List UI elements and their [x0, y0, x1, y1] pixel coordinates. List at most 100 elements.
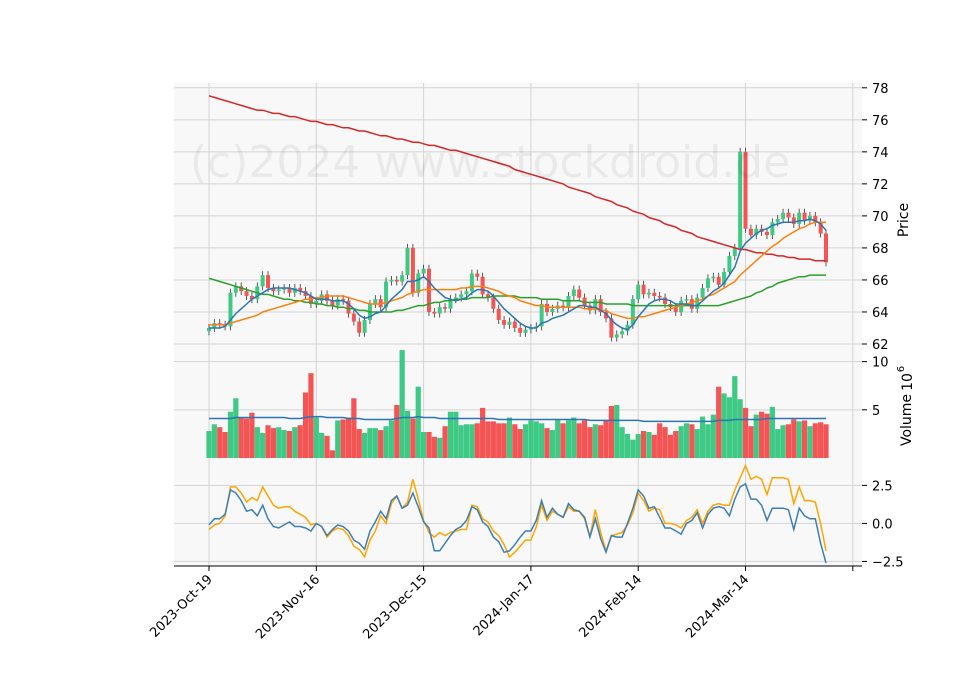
- volume-bar: [522, 424, 529, 458]
- volume-bar: [689, 424, 695, 458]
- candle-up: [260, 275, 265, 287]
- candle-up: [625, 324, 630, 332]
- volume-bar: [388, 420, 395, 458]
- candle-down: [298, 287, 303, 292]
- volume-bar: [657, 423, 663, 458]
- volume-unit-base: 10: [900, 373, 916, 391]
- candle-down: [443, 307, 448, 309]
- candle-down: [325, 294, 330, 301]
- volume-bar: [710, 414, 716, 458]
- volume-bar: [490, 421, 496, 458]
- candle-down: [561, 305, 566, 308]
- volume-bar: [640, 431, 647, 458]
- candle-up: [614, 334, 619, 338]
- x-tick-label: 2023-Nov-16: [253, 572, 323, 642]
- oscillator-ytick-label: 0.0: [872, 517, 893, 532]
- volume-bar: [276, 427, 282, 458]
- volume-bar: [249, 412, 255, 458]
- volume-axis-label: Volume: [899, 394, 915, 446]
- volume-bar: [469, 424, 475, 458]
- candle-down: [689, 299, 694, 309]
- candle-up: [700, 287, 705, 298]
- volume-bar: [206, 431, 212, 458]
- volume-bar: [769, 406, 775, 458]
- oscillator-ytick-label: −2.5: [872, 555, 904, 570]
- candle-down: [351, 313, 356, 322]
- candle-up: [207, 327, 211, 332]
- candle-up: [362, 319, 367, 333]
- x-tick-label: 2024-Jan-17: [471, 572, 538, 639]
- candle-up: [469, 273, 474, 292]
- candle-down: [266, 275, 271, 288]
- candle-up: [400, 275, 405, 282]
- candle-up: [807, 215, 812, 221]
- volume-bar: [324, 435, 330, 458]
- volume-bar: [571, 417, 577, 458]
- volume-bar: [512, 424, 518, 458]
- candle-down: [249, 295, 254, 300]
- candle-down: [378, 299, 383, 308]
- candle-down: [244, 291, 249, 296]
- volume-bar: [302, 392, 309, 458]
- volume-bar: [367, 428, 373, 458]
- volume-bar: [775, 429, 781, 458]
- volume-bar: [801, 420, 808, 458]
- volume-bar: [539, 423, 545, 458]
- candle-up: [437, 307, 442, 314]
- volume-bar: [281, 430, 287, 458]
- candle-up: [453, 297, 458, 300]
- oscillator-line-a: [208, 482, 827, 564]
- volume-bar: [404, 410, 411, 458]
- candle-up: [571, 289, 576, 296]
- volume-bar: [383, 426, 389, 458]
- volume-bar: [683, 423, 690, 458]
- ma-medium-line: [208, 274, 826, 313]
- price-ytick-label: 64: [872, 306, 889, 321]
- candle-down: [308, 295, 313, 304]
- volume-bar: [560, 423, 566, 458]
- volume-bar: [528, 420, 534, 458]
- volume-bar: [608, 405, 614, 458]
- candle-up: [775, 219, 780, 223]
- volume-bar: [544, 428, 550, 458]
- volume-bar: [313, 417, 319, 458]
- candle-up: [754, 228, 759, 236]
- volume-bar: [705, 424, 711, 458]
- volume-bar: [732, 376, 738, 458]
- candle-down: [475, 273, 480, 277]
- candle-up: [405, 247, 410, 276]
- x-axis: 2023-Oct-19 2023-Nov-16 2023-Dec-15 2024-Ja…: [147, 565, 862, 642]
- candle-up: [212, 323, 217, 328]
- candle-up: [722, 271, 727, 285]
- volume-bar: [678, 426, 684, 458]
- volume-bar: [726, 397, 733, 458]
- volume-bar: [533, 421, 539, 458]
- volume-bar: [485, 421, 491, 458]
- candle-down: [271, 287, 276, 292]
- candle-up: [732, 247, 737, 256]
- candle-up: [705, 278, 710, 288]
- candle-down: [217, 323, 222, 325]
- candle-up: [646, 292, 651, 295]
- candle-up: [416, 273, 421, 293]
- candle-up: [228, 292, 233, 327]
- volume-bar: [410, 418, 416, 458]
- candle-down: [609, 318, 614, 338]
- volume-bar: [238, 417, 244, 458]
- volume-bar: [646, 431, 652, 458]
- candle-down: [518, 327, 523, 333]
- volume-bar: [662, 427, 668, 458]
- candle-down: [652, 292, 657, 296]
- oscillator-line-b: [208, 463, 827, 559]
- candle-down: [748, 228, 753, 236]
- candle-down: [673, 307, 678, 312]
- volume-bar: [260, 432, 266, 458]
- volume-bar: [673, 431, 679, 458]
- volume-bar: [748, 426, 754, 458]
- volume-bar: [694, 429, 700, 458]
- candle-up: [459, 294, 464, 298]
- candle-down: [330, 300, 335, 306]
- candle-down: [346, 300, 351, 314]
- candle-down: [818, 222, 823, 234]
